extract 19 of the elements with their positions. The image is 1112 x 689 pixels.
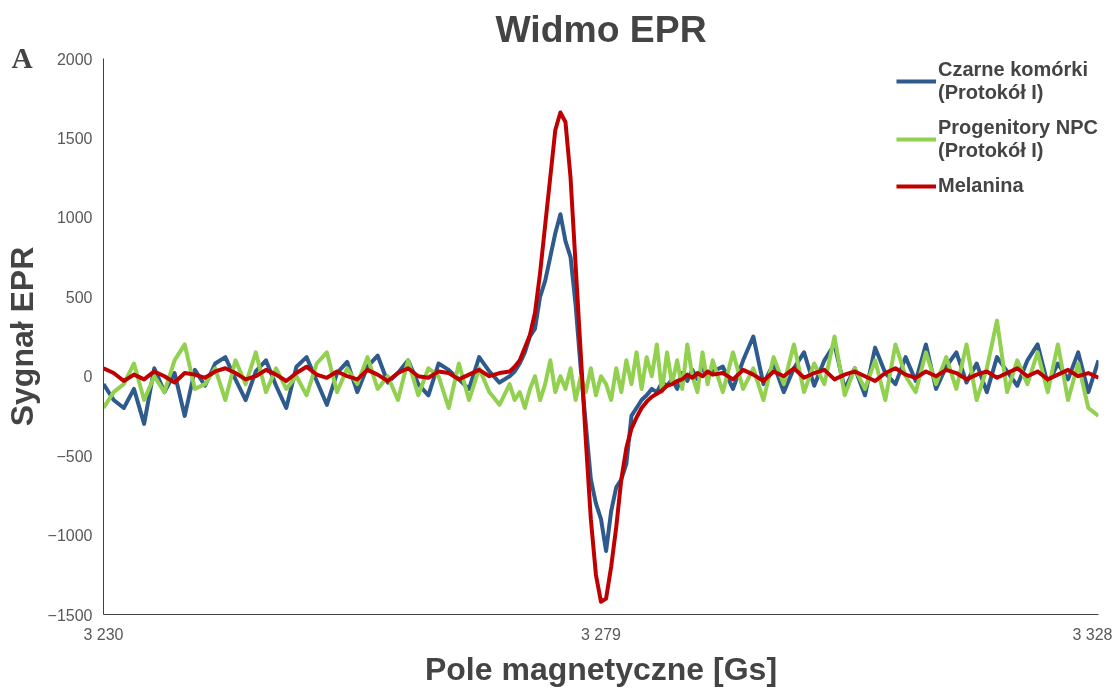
y-tick-label: 0 (83, 368, 93, 386)
y-tick-label: −1000 (47, 527, 93, 545)
x-tick-label: 3 328 (1072, 625, 1112, 643)
y-tick-label: 1000 (56, 209, 93, 227)
text: A (11, 41, 33, 74)
legend-label: Melanina (937, 174, 1024, 197)
y-tick-label: 1500 (56, 129, 93, 147)
legend-label: Progenitory NPC (Protokół I) (937, 116, 1098, 162)
chart-title: Widmo EPR (495, 7, 707, 50)
x-axis-title: Pole magnetyczne [Gs] (424, 650, 778, 687)
y-tick-label: 2000 (56, 50, 93, 68)
y-tick-label: −1500 (47, 606, 93, 624)
y-tick-label: −500 (56, 447, 93, 465)
x-tick-label: 3 230 (83, 625, 124, 643)
legend-label: Czarne komórki (Protokół I) (937, 58, 1089, 104)
x-tick-label: 3 279 (580, 625, 622, 643)
y-tick-label: 500 (65, 288, 93, 306)
y-axis-title: Sygnał EPR (3, 246, 40, 427)
line-series (103, 110, 1099, 604)
